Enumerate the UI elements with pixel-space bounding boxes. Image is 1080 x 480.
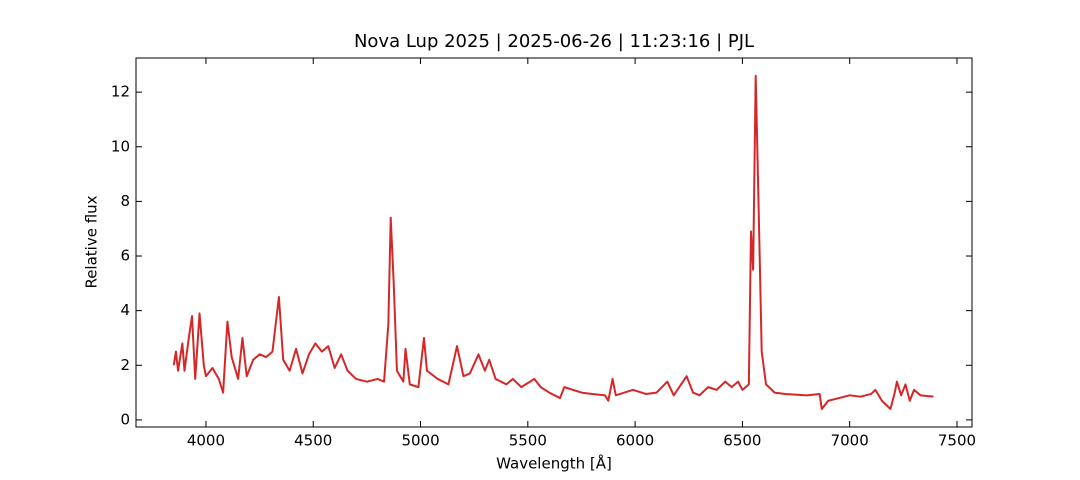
x-tick-label: 5500 — [509, 432, 547, 450]
x-tick-label: 7000 — [831, 432, 869, 450]
x-tick-label: 4000 — [187, 432, 225, 450]
y-tick-label: 12 — [111, 83, 130, 101]
x-tick-label: 5000 — [401, 432, 439, 450]
x-tick-label: 7500 — [938, 432, 976, 450]
y-tick-label: 0 — [120, 410, 130, 428]
y-tick-label: 10 — [111, 137, 130, 155]
x-tick-label: 6000 — [616, 432, 654, 450]
y-tick-label: 8 — [120, 192, 130, 210]
chart-title: Nova Lup 2025 | 2025-06-26 | 11:23:16 | … — [354, 31, 754, 52]
y-tick-label: 6 — [120, 247, 130, 265]
x-tick-label: 4500 — [294, 432, 332, 450]
spectrum-line — [172, 74, 934, 410]
x-tick-label: 6500 — [723, 432, 761, 450]
y-tick-label: 4 — [120, 301, 130, 319]
plot-frame — [135, 57, 973, 428]
y-axis-label: Relative flux — [83, 195, 101, 288]
x-axis-label: Wavelength [Å] — [496, 454, 612, 473]
y-tick-label: 2 — [120, 356, 130, 374]
